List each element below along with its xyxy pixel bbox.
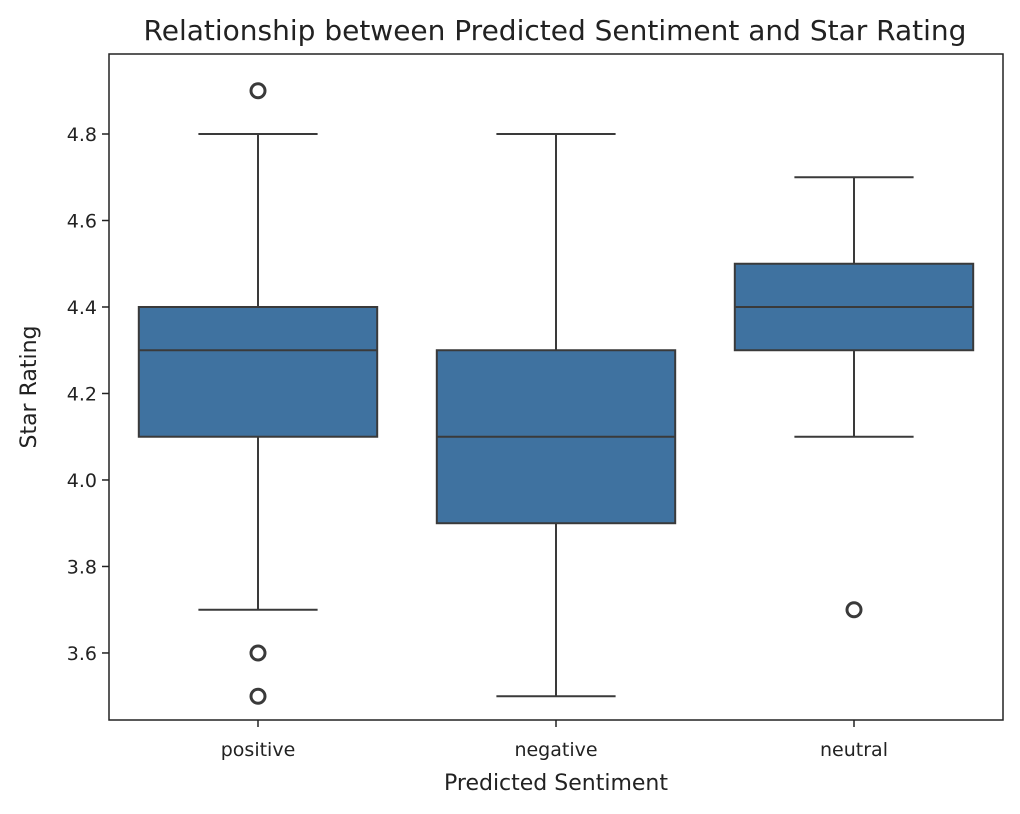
outlier-positive-1: [249, 644, 267, 662]
y-tick-label: 4.0: [67, 470, 97, 492]
plot-marks: [137, 82, 975, 705]
y-tick-label: 3.6: [67, 643, 97, 665]
x-tick-label: neutral: [820, 739, 888, 761]
y-axis: 3.6 3.8 4.0 4.2 4.4 4.6 4.8: [67, 124, 109, 665]
x-axis-label: Predicted Sentiment: [444, 771, 668, 796]
y-tick-label: 4.6: [67, 211, 97, 233]
y-tick-label: 4.2: [67, 383, 97, 405]
y-tick-label: 4.8: [67, 124, 97, 146]
outlier-neutral-0: [845, 601, 863, 619]
box-group-negative: [435, 133, 677, 698]
x-tick-label: negative: [514, 739, 597, 761]
x-tick-label: positive: [221, 739, 296, 761]
y-tick-label: 3.8: [67, 556, 97, 578]
outlier-positive-2: [249, 687, 267, 705]
y-axis-label: Star Rating: [17, 325, 42, 448]
chart-title: Relationship between Predicted Sentiment…: [144, 14, 967, 47]
y-tick-label: 4.4: [67, 297, 97, 319]
box-positive: [137, 305, 379, 438]
x-axis: positive negative neutral: [221, 720, 888, 761]
outlier-positive-0: [249, 82, 267, 100]
box-group-neutral: [733, 176, 975, 619]
box-group-positive: [137, 82, 379, 705]
